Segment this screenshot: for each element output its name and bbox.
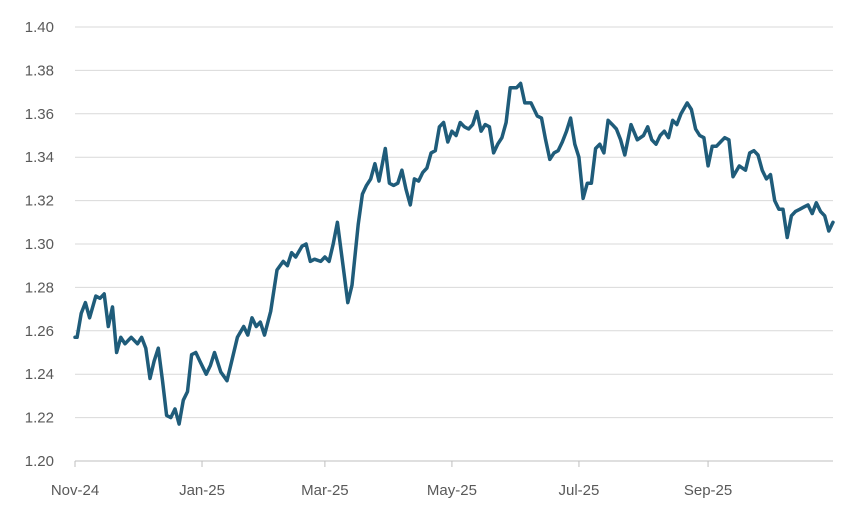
- gridlines: [75, 26, 833, 419]
- x-tick-label: Jan-25: [179, 482, 225, 499]
- series-line: [73, 81, 835, 426]
- x-tick-label: Nov-24: [51, 482, 99, 499]
- x-tick-label: Sep-25: [684, 482, 732, 499]
- x-axis-tick-labels: Nov-24 Jan-25 Mar-25 May-25 Jul-25 Sep-25: [51, 482, 732, 499]
- y-tick-label: 1.38: [25, 62, 54, 79]
- y-tick-label: 1.34: [25, 149, 54, 166]
- y-tick-label: 1.28: [25, 279, 54, 296]
- y-tick-label: 1.20: [25, 453, 54, 470]
- y-tick-label: 1.36: [25, 106, 54, 123]
- y-tick-label: 1.40: [25, 19, 54, 36]
- x-tick-label: Mar-25: [301, 482, 349, 499]
- y-tick-label: 1.22: [25, 410, 54, 427]
- y-tick-label: 1.30: [25, 236, 54, 253]
- x-axis-ticks: [74, 461, 709, 467]
- x-tick-label: Jul-25: [559, 482, 600, 499]
- y-tick-label: 1.26: [25, 323, 54, 340]
- y-axis-tick-labels: 1.20 1.22 1.24 1.26 1.28 1.30 1.32 1.34 1.36 1.38…: [25, 19, 54, 470]
- y-tick-label: 1.32: [25, 193, 54, 210]
- x-tick-label: May-25: [427, 482, 477, 499]
- y-tick-label: 1.24: [25, 366, 54, 383]
